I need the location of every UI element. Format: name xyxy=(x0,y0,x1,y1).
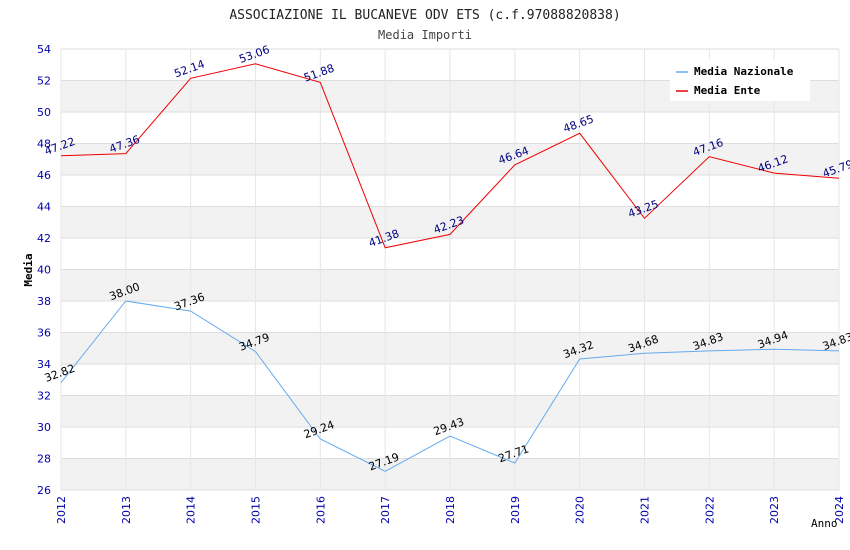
x-tick-label: 2013 xyxy=(120,496,133,524)
x-tick-label: 2019 xyxy=(509,496,522,524)
y-tick-label: 38 xyxy=(37,295,51,308)
x-tick-label: 2014 xyxy=(185,496,198,524)
x-tick-label: 2020 xyxy=(574,496,587,524)
y-tick-label: 28 xyxy=(37,453,51,466)
data-label: 53.06 xyxy=(237,43,271,66)
y-tick-label: 40 xyxy=(37,264,51,277)
legend-label-media-ente: Media Ente xyxy=(694,84,761,97)
x-tick-label: 2017 xyxy=(379,496,392,524)
y-tick-label: 36 xyxy=(37,327,51,340)
y-tick-label: 26 xyxy=(37,484,51,497)
x-tick-label: 2021 xyxy=(639,496,652,524)
x-tick-label: 2022 xyxy=(703,496,716,524)
legend-label-media-nazionale: Media Nazionale xyxy=(694,65,794,78)
legend: Media Nazionale Media Ente xyxy=(670,60,810,101)
x-tick-label: 2015 xyxy=(250,496,263,524)
x-axis-label: Anno xyxy=(811,517,838,530)
y-tick-label: 50 xyxy=(37,106,51,119)
chart-subtitle: Media Importi xyxy=(378,28,472,42)
y-tick-label: 48 xyxy=(37,138,51,151)
data-label: 48.65 xyxy=(561,112,595,135)
x-tick-label: 2023 xyxy=(768,496,781,524)
series-line-media-ente xyxy=(60,63,840,249)
chart-title: ASSOCIAZIONE IL BUCANEVE ODV ETS (c.f.97… xyxy=(229,8,620,23)
grid-lines xyxy=(60,48,840,491)
x-tick-label: 2024 xyxy=(833,496,846,524)
y-tick-label: 54 xyxy=(37,43,51,56)
y-axis-label: Media xyxy=(22,253,35,286)
x-axis-ticks: 2012 2013 2014 2015 2016 2017 2018 2019 2020 2021… xyxy=(55,496,846,524)
y-axis-ticks: 26 28 30 32 34 36 38 40 42 44 46 48 50 52 54 xyxy=(37,43,51,497)
x-tick-label: 2012 xyxy=(55,496,68,524)
x-tick-label: 2016 xyxy=(314,496,327,524)
legend-box xyxy=(670,60,810,101)
y-tick-label: 42 xyxy=(37,232,51,245)
y-tick-label: 34 xyxy=(37,358,51,371)
y-tick-label: 44 xyxy=(37,201,51,214)
x-tick-label: 2018 xyxy=(444,496,457,524)
series-line-media-nazionale xyxy=(60,300,840,472)
y-tick-label: 32 xyxy=(37,390,51,403)
data-label: 52.14 xyxy=(172,58,206,81)
y-tick-label: 46 xyxy=(37,169,51,182)
y-tick-label: 52 xyxy=(37,75,51,88)
series-lines xyxy=(60,63,840,472)
y-tick-label: 30 xyxy=(37,421,51,434)
